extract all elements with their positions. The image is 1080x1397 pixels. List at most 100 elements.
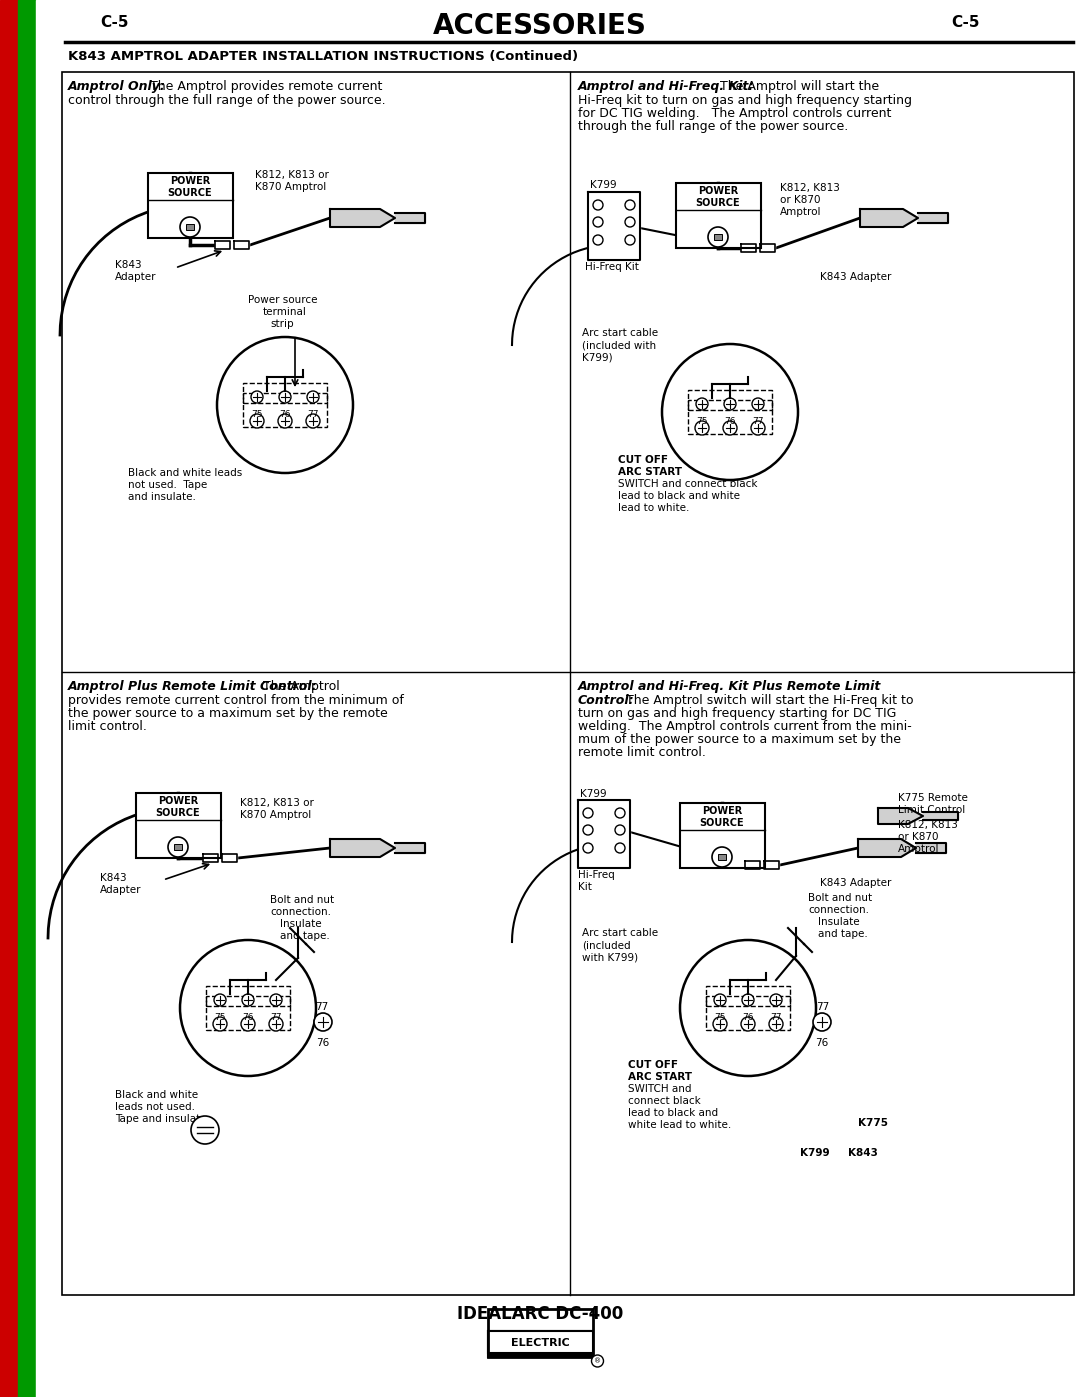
Text: strip: strip [270,319,294,330]
Circle shape [270,995,282,1006]
Text: K843 Adapter: K843 Adapter [820,272,891,282]
Circle shape [583,826,593,835]
Polygon shape [203,854,218,862]
Bar [0,0,18,1397]
Text: 75: 75 [252,409,262,419]
Circle shape [180,940,316,1076]
Text: lead to white.: lead to white. [618,503,689,513]
Circle shape [180,217,200,237]
Text: or K870: or K870 [897,833,939,842]
Circle shape [752,398,764,409]
Text: Arc start cable: Arc start cable [582,328,658,338]
Text: remote limit control.: remote limit control. [578,746,706,759]
Circle shape [696,420,708,434]
Text: 77: 77 [816,1002,829,1011]
Bar [36,0,56,1397]
Text: lead to black and: lead to black and [627,1108,718,1118]
Text: Control:: Control: [578,694,635,707]
Bar [714,235,723,240]
Text: Amptrol: Amptrol [897,844,940,854]
Text: Amptrol: Amptrol [780,207,822,217]
Bar [675,183,760,247]
Text: K843: K843 [114,260,141,270]
Circle shape [724,398,735,409]
Circle shape [625,217,635,226]
Text: 77: 77 [270,1013,282,1023]
Bar [688,400,772,434]
Circle shape [214,995,226,1006]
Polygon shape [330,840,395,856]
Text: for DC TIG welding.   The Amptrol controls current: for DC TIG welding. The Amptrol controls… [578,108,891,120]
Text: ARC START: ARC START [618,467,681,476]
Circle shape [314,1013,332,1031]
Circle shape [306,414,320,427]
Polygon shape [745,861,760,869]
Circle shape [251,391,264,402]
Text: (included: (included [582,940,631,950]
Circle shape [241,1017,255,1031]
Bar [243,393,327,427]
Circle shape [770,995,782,1006]
Text: The Amptrol provides remote current: The Amptrol provides remote current [150,80,382,94]
Text: and tape.: and tape. [280,930,329,942]
Circle shape [213,1017,227,1031]
Circle shape [269,1017,283,1031]
Text: Return to Section TOC: Return to Section TOC [4,232,14,328]
Circle shape [723,420,737,434]
Text: IDEALARC DC-400: IDEALARC DC-400 [457,1305,623,1323]
Polygon shape [588,191,640,260]
Circle shape [593,235,603,244]
Text: mum of the power source to a maximum set by the: mum of the power source to a maximum set… [578,733,901,746]
Bar [186,224,194,231]
Text: 76: 76 [280,409,291,419]
Polygon shape [215,242,230,249]
Text: K799: K799 [580,789,607,799]
Circle shape [593,217,603,226]
Circle shape [615,842,625,854]
Circle shape [242,995,254,1006]
Text: K843: K843 [848,1148,878,1158]
Polygon shape [760,244,775,251]
Text: CUT OFF: CUT OFF [627,1060,678,1070]
Circle shape [217,337,353,474]
Circle shape [769,1017,783,1031]
Bar [206,986,291,1006]
Text: Tape and insulate.: Tape and insulate. [114,1113,210,1125]
Bar [679,802,765,868]
Text: K799): K799) [582,352,612,362]
Text: 75: 75 [697,416,707,426]
Text: Return to Master TOC: Return to Master TOC [23,233,31,327]
Text: 77: 77 [770,1013,782,1023]
Bar [487,1309,593,1356]
Text: CUT OFF: CUT OFF [618,455,669,465]
Text: K870 Amptrol: K870 Amptrol [255,182,326,191]
Polygon shape [878,807,923,824]
Circle shape [714,995,726,1006]
Text: Amptrol Plus Remote Limit Control:: Amptrol Plus Remote Limit Control: [68,680,318,693]
Text: POWER
SOURCE: POWER SOURCE [696,186,740,208]
Circle shape [713,1017,727,1031]
Bar [718,854,726,861]
Text: Hi-Freq Kit: Hi-Freq Kit [585,263,639,272]
Polygon shape [395,842,426,854]
Text: 77: 77 [307,409,319,419]
Text: lead to black and white: lead to black and white [618,490,740,502]
Text: Bolt and nut: Bolt and nut [270,895,334,905]
Text: LINCOLN: LINCOLN [503,1363,571,1377]
Text: The Amptrol will start the: The Amptrol will start the [720,80,879,94]
Polygon shape [578,800,630,868]
Text: with K799): with K799) [582,951,638,963]
Text: Amptrol and Hi-Freq. Kit:: Amptrol and Hi-Freq. Kit: [578,80,754,94]
Circle shape [278,414,292,427]
Text: Hi-Freq kit to turn on gas and high frequency starting: Hi-Freq kit to turn on gas and high freq… [578,94,912,108]
Text: K843 AMPTROL ADAPTER INSTALLATION INSTRUCTIONS (Continued): K843 AMPTROL ADAPTER INSTALLATION INSTRU… [68,50,578,63]
Text: terminal: terminal [264,307,307,317]
Text: POWER
SOURCE: POWER SOURCE [167,176,213,198]
Circle shape [168,837,188,856]
Circle shape [712,847,732,868]
Polygon shape [858,840,916,856]
Text: ELECTRIC: ELECTRIC [511,1338,569,1348]
Circle shape [813,1013,831,1031]
Bar [243,383,327,402]
Text: C-5: C-5 [100,15,129,29]
